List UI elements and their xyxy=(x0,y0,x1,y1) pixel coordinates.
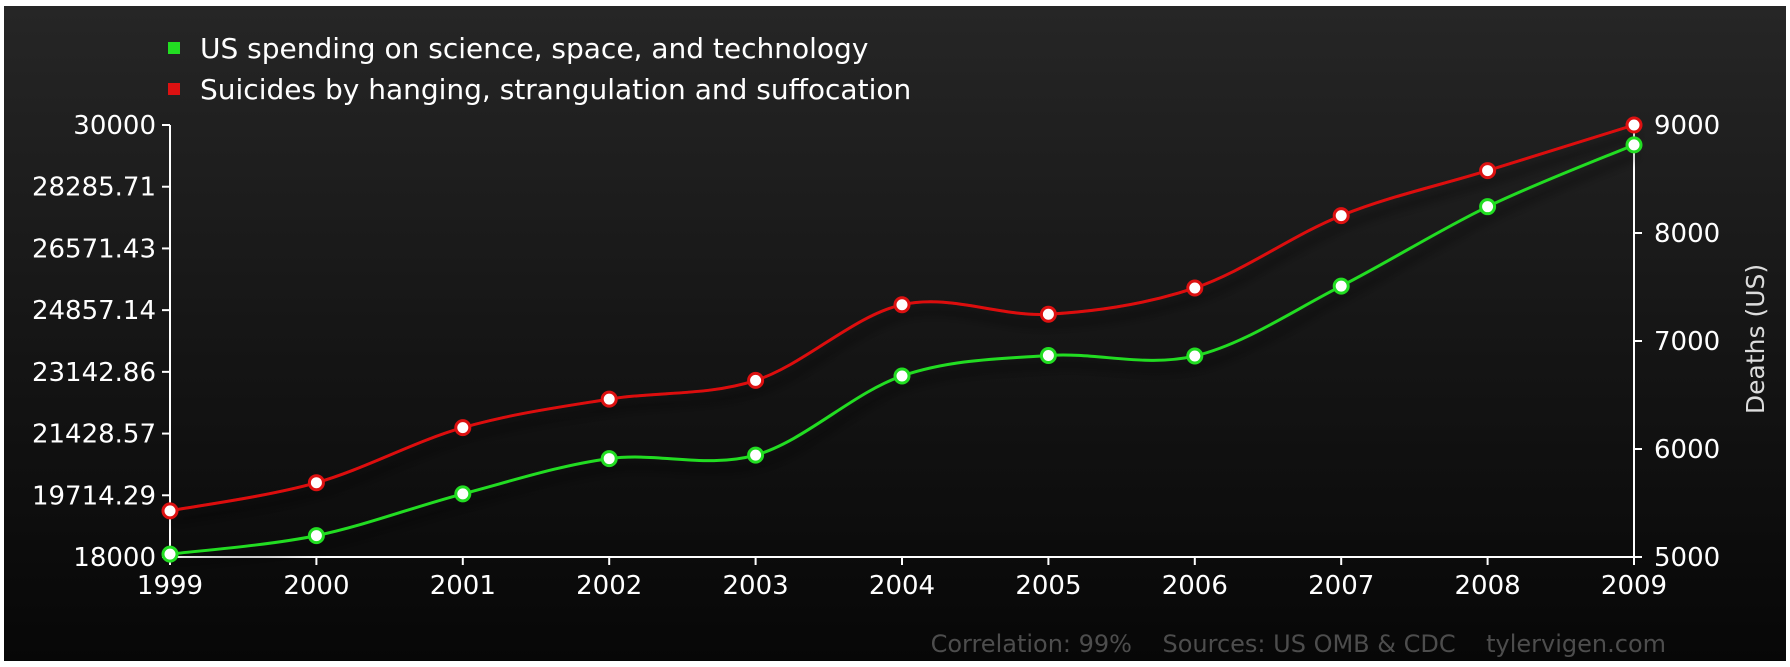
x-tick-label: 2008 xyxy=(1455,571,1521,601)
series-line xyxy=(169,143,1635,556)
right-axis-title: Deaths (US) xyxy=(1741,264,1770,414)
data-point[interactable] xyxy=(893,367,911,385)
left-tick-label: 24857.14 xyxy=(32,296,156,326)
data-point[interactable] xyxy=(600,450,618,468)
footer-credit: Correlation: 99% Sources: US OMB & CDC t… xyxy=(931,630,1666,658)
axes: 30000 28285.71 26571.43 24857.14 23142.86 214… xyxy=(32,111,1770,601)
left-tick-label: 23142.86 xyxy=(32,358,156,388)
left-tick-label: 26571.43 xyxy=(32,234,156,264)
data-point[interactable] xyxy=(1332,277,1350,295)
series-suicides xyxy=(161,116,1643,520)
data-point[interactable] xyxy=(1039,305,1057,323)
left-tick-label: 19714.29 xyxy=(32,481,156,511)
data-point[interactable] xyxy=(307,527,325,545)
data-point[interactable] xyxy=(893,296,911,314)
x-tick-label: 2001 xyxy=(430,571,496,601)
series-spending xyxy=(161,136,1643,563)
right-tick-label: 9000 xyxy=(1654,111,1720,141)
x-tick-label: 2005 xyxy=(1015,571,1081,601)
data-point[interactable] xyxy=(1186,347,1204,365)
data-point[interactable] xyxy=(307,474,325,492)
legend-label: US spending on science, space, and techn… xyxy=(200,32,868,65)
x-tick-label: 2003 xyxy=(723,571,789,601)
data-point[interactable] xyxy=(1479,198,1497,216)
data-point[interactable] xyxy=(454,419,472,437)
data-point[interactable] xyxy=(1039,347,1057,365)
legend-swatch xyxy=(168,42,180,54)
data-point[interactable] xyxy=(747,446,765,464)
data-point[interactable] xyxy=(747,371,765,389)
right-tick-label: 6000 xyxy=(1654,435,1720,465)
right-tick-label: 8000 xyxy=(1654,219,1720,249)
x-tick-label: 1999 xyxy=(137,571,203,601)
x-tick-label: 2006 xyxy=(1162,571,1228,601)
data-point[interactable] xyxy=(1332,207,1350,225)
spurious-correlation-chart: US spending on science, space, and techn… xyxy=(32,32,1770,658)
left-tick-label: 30000 xyxy=(73,111,156,141)
right-tick-label: 5000 xyxy=(1654,543,1720,573)
data-point[interactable] xyxy=(1186,279,1204,297)
data-point[interactable] xyxy=(600,390,618,408)
legend: US spending on science, space, and techn… xyxy=(168,32,911,106)
x-tick-label: 2002 xyxy=(576,571,642,601)
data-point[interactable] xyxy=(1479,162,1497,180)
data-point[interactable] xyxy=(161,545,179,563)
left-tick-label: 18000 xyxy=(73,543,156,573)
data-point[interactable] xyxy=(1625,116,1643,134)
series-line xyxy=(169,123,1635,513)
left-tick-label: 21428.57 xyxy=(32,420,156,450)
left-tick-label: 28285.71 xyxy=(32,173,156,203)
chart-panel: US spending on science, space, and techn… xyxy=(4,6,1786,661)
data-point[interactable] xyxy=(161,502,179,520)
right-tick-label: 7000 xyxy=(1654,327,1720,357)
x-tick-label: 2009 xyxy=(1601,571,1667,601)
data-point[interactable] xyxy=(1625,136,1643,154)
x-tick-label: 2007 xyxy=(1308,571,1374,601)
series-layer xyxy=(161,116,1643,563)
x-tick-label: 2004 xyxy=(869,571,935,601)
x-tick-label: 2000 xyxy=(283,571,349,601)
legend-swatch xyxy=(168,83,180,95)
legend-label: Suicides by hanging, strangulation and s… xyxy=(200,73,911,106)
data-point[interactable] xyxy=(454,485,472,503)
